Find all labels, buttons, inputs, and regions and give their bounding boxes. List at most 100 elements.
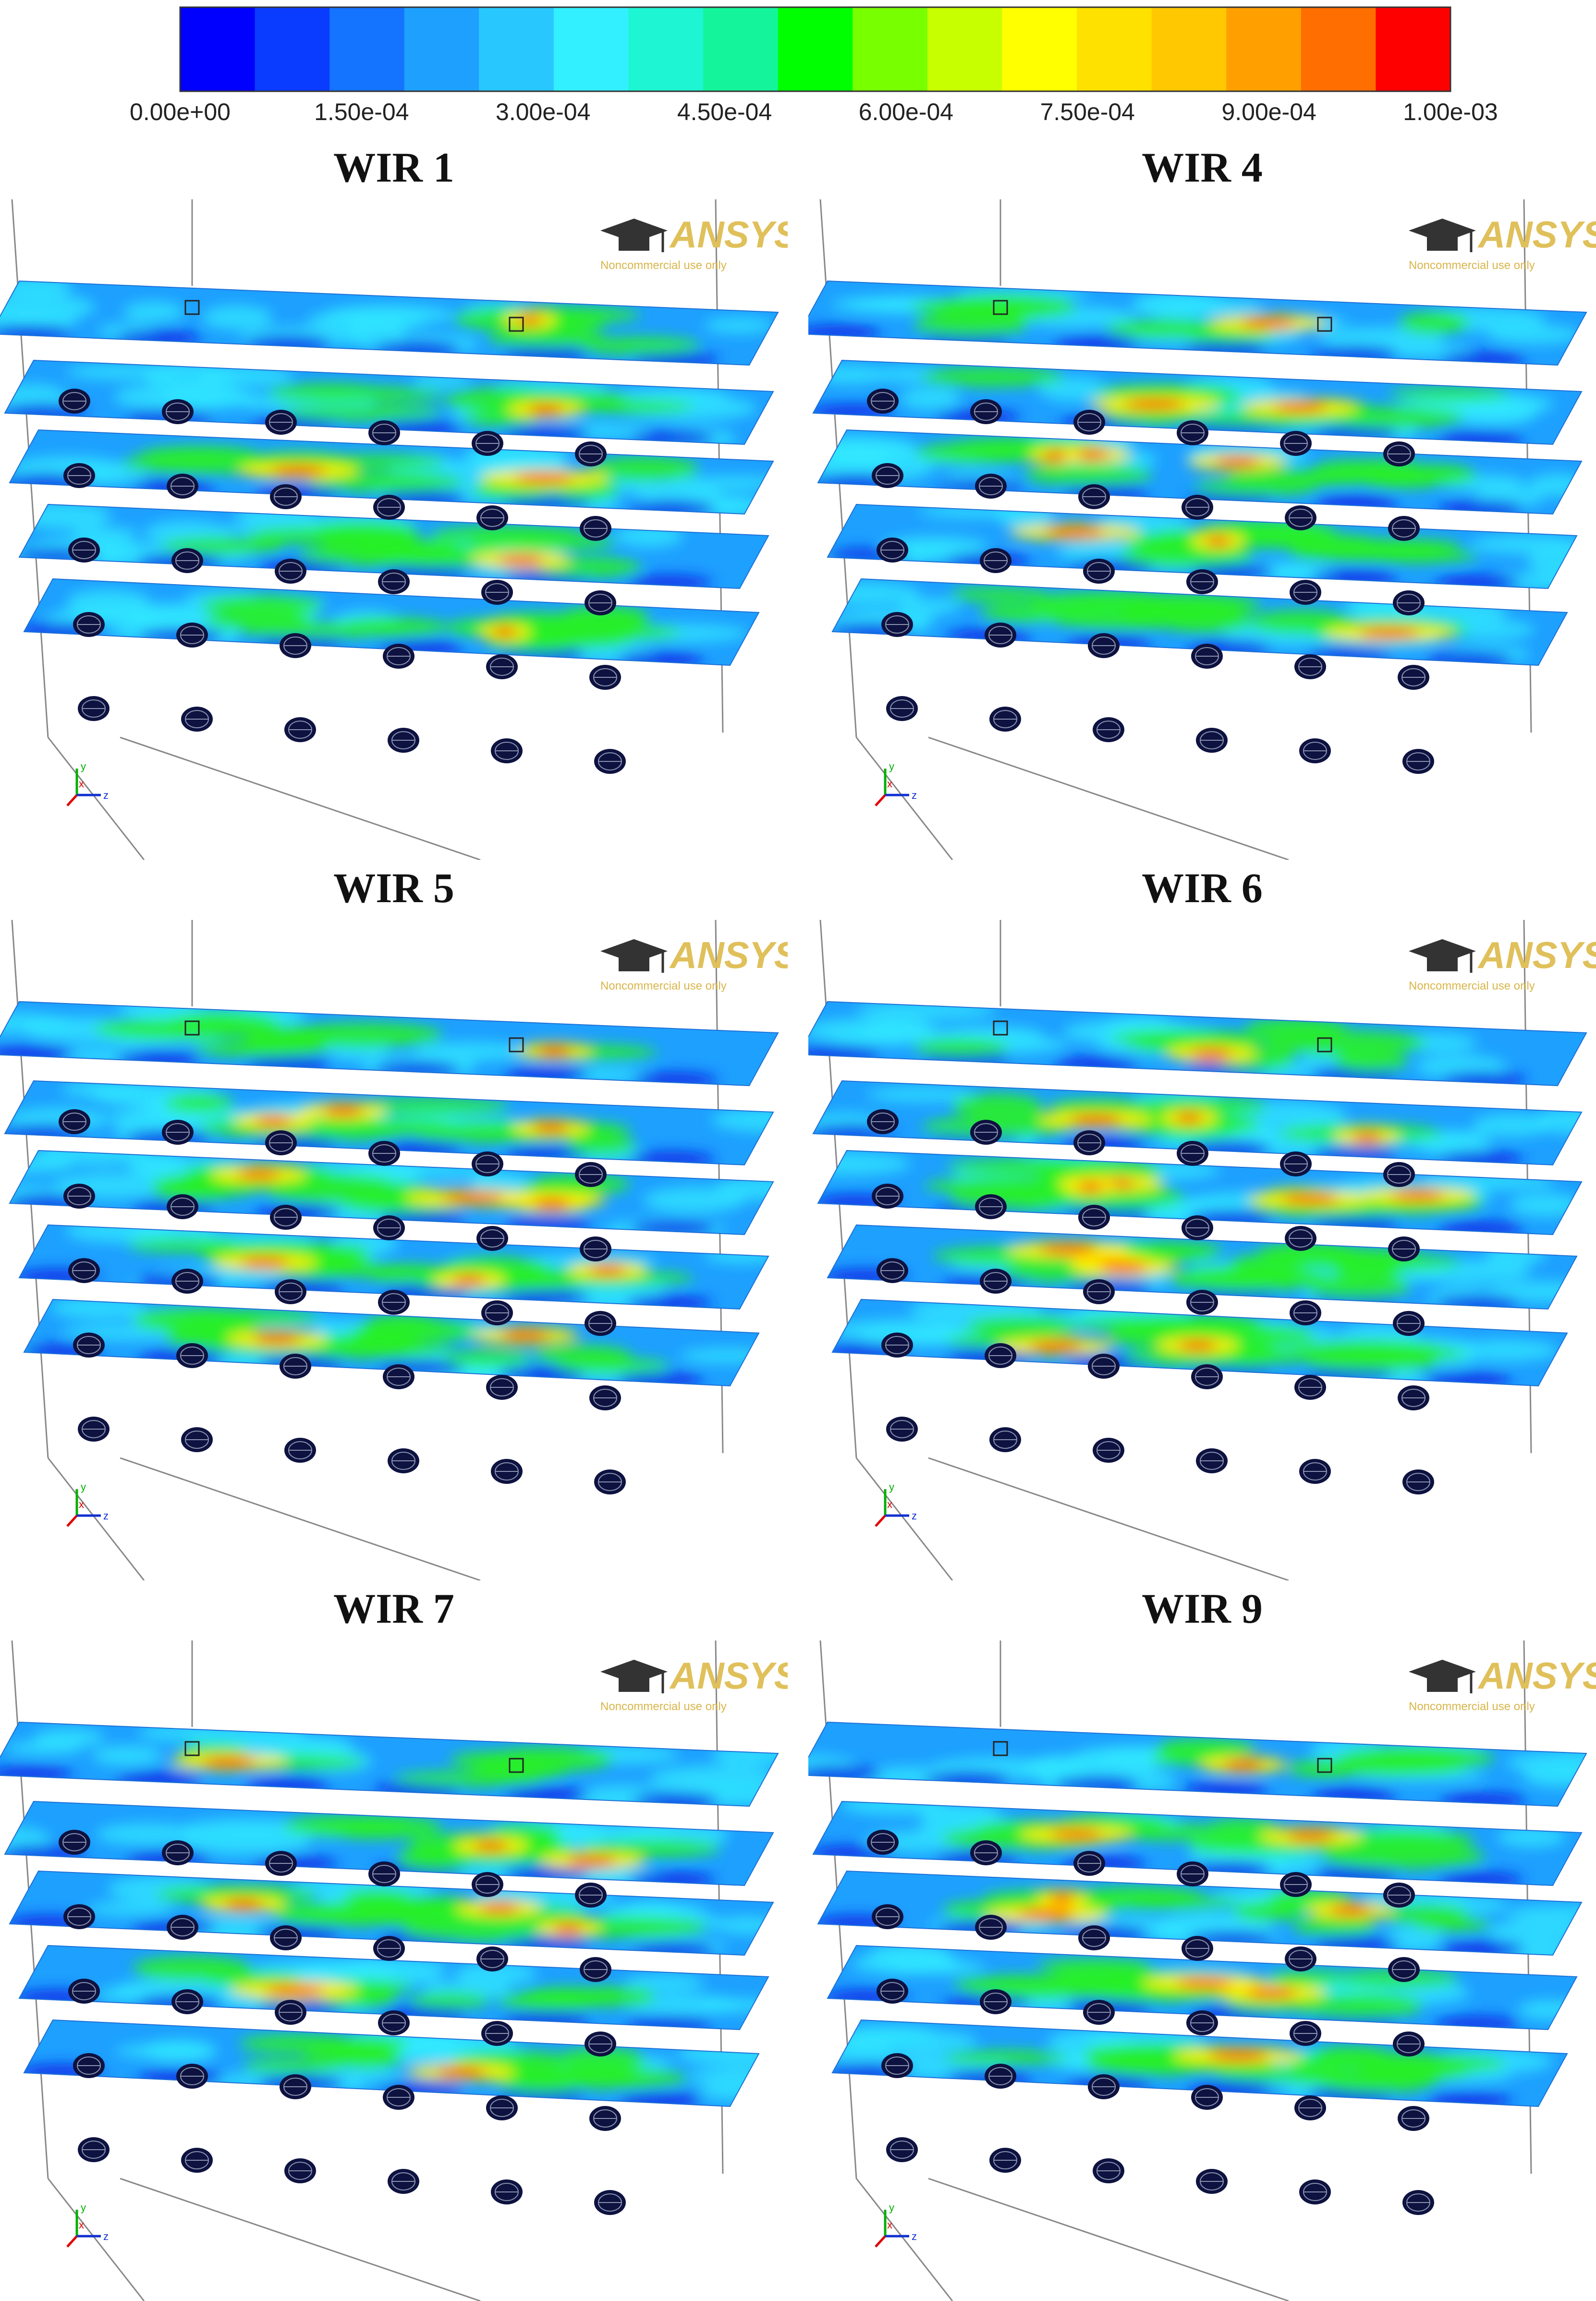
- manikin-head: [594, 1469, 626, 1494]
- manikin-head: [970, 399, 1002, 424]
- manikin-head: [589, 665, 621, 690]
- manikin-head: [877, 1258, 908, 1283]
- manikin-head: [980, 548, 1011, 573]
- manikin-head: [1196, 2169, 1228, 2194]
- axis-label-z: z: [103, 2230, 109, 2242]
- manikin-head: [284, 717, 316, 742]
- manikin-head: [1078, 484, 1110, 509]
- manikin-head: [867, 389, 899, 414]
- axes-triad-icon: yxz: [67, 760, 109, 806]
- manikin-head: [171, 1989, 203, 2014]
- manikin-head: [78, 696, 110, 721]
- manikin-head: [1073, 1130, 1105, 1155]
- axis-label-z: z: [912, 1510, 917, 1522]
- manikin-head: [881, 612, 913, 637]
- axes-triad-icon: yxz: [67, 2202, 109, 2247]
- ansys-brand-text: ANSYS: [1477, 1654, 1596, 1697]
- manikin-head: [73, 612, 105, 637]
- manikin-head: [486, 2095, 518, 2120]
- manikin-head: [1083, 1279, 1115, 1304]
- manikin-head: [275, 2000, 306, 2025]
- manikin-head: [1078, 1205, 1110, 1230]
- manikin-head: [373, 495, 405, 520]
- manikin-head: [1191, 644, 1223, 669]
- colorbar-segment: [180, 7, 255, 91]
- axis-label-x: x: [79, 2219, 84, 2231]
- manikin-head: [1299, 738, 1331, 763]
- manikin-head: [176, 623, 208, 648]
- panel-title: WIR 1: [0, 139, 788, 197]
- manikin-head: [580, 516, 611, 541]
- colorbar-tick-label: 6.00e-04: [859, 98, 953, 125]
- manikin-head: [1398, 2106, 1429, 2131]
- manikin-head: [1088, 1354, 1120, 1379]
- manikin-head: [1182, 1215, 1213, 1240]
- manikin-head: [1186, 2010, 1218, 2035]
- manikin-head: [1294, 654, 1326, 679]
- axis-label-z: z: [103, 1510, 109, 1522]
- manikin-head: [59, 1830, 90, 1855]
- manikin-head: [1388, 516, 1420, 541]
- manikin-head: [68, 1979, 100, 2004]
- manikin-head: [594, 2190, 626, 2215]
- axis-label-y: y: [889, 1481, 894, 1493]
- axis-label-x: x: [887, 1498, 892, 1510]
- manikin-head: [167, 474, 198, 499]
- manikin-head: [580, 1957, 611, 1982]
- manikin-head: [575, 1883, 607, 1908]
- manikin-head: [472, 431, 503, 456]
- manikin-head: [171, 1269, 203, 1294]
- manikin-head: [589, 1385, 621, 1410]
- axis-label-y: y: [889, 2202, 894, 2214]
- manikin-head: [585, 1311, 616, 1336]
- panel-title: WIR 7: [0, 1580, 788, 1638]
- manikin-head: [985, 2064, 1016, 2089]
- colorbar-tick-label: 1.00e-03: [1403, 98, 1498, 125]
- manikin-head: [63, 1184, 95, 1209]
- graduation-cap-icon: [600, 939, 668, 973]
- manikin-head: [491, 1459, 523, 1484]
- ansys-subtitle-text: Noncommercial use only: [1409, 259, 1535, 272]
- manikin-head: [1088, 2074, 1120, 2099]
- manikin-head: [378, 2010, 410, 2035]
- axis-label-z: z: [912, 789, 917, 801]
- ansys-brand-text: ANSYS: [669, 934, 788, 976]
- manikin-head: [275, 559, 306, 584]
- manikin-head: [270, 1205, 302, 1230]
- colorbar-segment: [1226, 7, 1301, 91]
- manikin-head: [481, 580, 513, 605]
- manikin-head: [491, 738, 523, 763]
- axis-label-y: y: [81, 760, 86, 772]
- manikin-head: [877, 538, 908, 563]
- manikin-head: [368, 1861, 400, 1886]
- ansys-brand-text: ANSYS: [1477, 213, 1596, 256]
- manikin-head: [1299, 2179, 1331, 2204]
- panel-title: WIR 9: [808, 1580, 1596, 1638]
- manikin-head: [1093, 717, 1124, 742]
- colorbar-segment: [1002, 7, 1077, 91]
- manikin-head: [1398, 665, 1429, 690]
- manikin-head: [68, 1258, 100, 1283]
- manikin-head: [1285, 1946, 1316, 1971]
- ansys-subtitle-text: Noncommercial use only: [600, 1700, 727, 1713]
- colorbar-tick-label: 4.50e-04: [677, 98, 772, 125]
- manikin-head: [886, 2137, 918, 2162]
- manikin-head: [1083, 559, 1115, 584]
- colorbar-tick-label: 7.50e-04: [1040, 98, 1135, 125]
- colorbar-tick-label: 0.00e+00: [130, 98, 231, 125]
- colorbar-segment: [1301, 7, 1376, 91]
- colorbar-segment: [554, 7, 629, 91]
- manikin-head: [388, 1448, 419, 1473]
- manikin-head: [78, 2137, 110, 2162]
- manikin-head: [989, 2148, 1021, 2173]
